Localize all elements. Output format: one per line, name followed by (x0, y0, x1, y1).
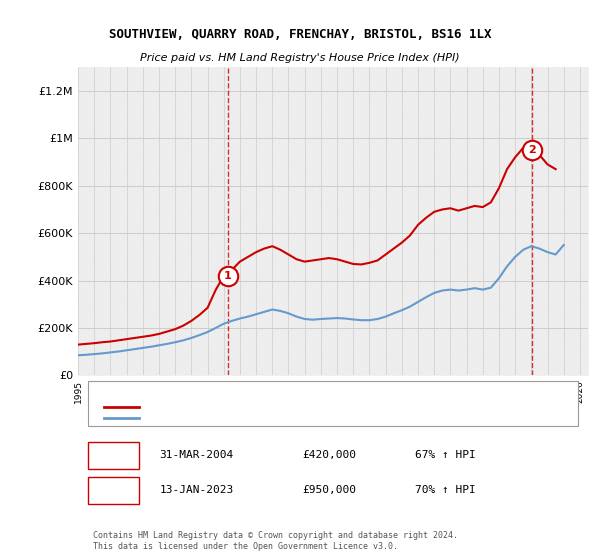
FancyBboxPatch shape (88, 381, 578, 426)
FancyBboxPatch shape (88, 442, 139, 469)
Text: Price paid vs. HM Land Registry's House Price Index (HPI): Price paid vs. HM Land Registry's House … (140, 53, 460, 63)
Text: 70% ↑ HPI: 70% ↑ HPI (415, 485, 475, 495)
Text: 67% ↑ HPI: 67% ↑ HPI (415, 450, 475, 460)
Text: 2: 2 (528, 145, 536, 155)
Text: SOUTHVIEW, QUARRY ROAD, FRENCHAY, BRISTOL, BS16 1LX (detached house): SOUTHVIEW, QUARRY ROAD, FRENCHAY, BRISTO… (147, 402, 512, 411)
Text: 2: 2 (110, 483, 118, 496)
Text: HPI: Average price, detached house, South Gloucestershire: HPI: Average price, detached house, Sout… (147, 413, 453, 422)
Text: 13-JAN-2023: 13-JAN-2023 (160, 485, 234, 495)
Text: Contains HM Land Registry data © Crown copyright and database right 2024.
This d: Contains HM Land Registry data © Crown c… (94, 531, 458, 551)
Text: £950,000: £950,000 (302, 485, 356, 495)
Text: SOUTHVIEW, QUARRY ROAD, FRENCHAY, BRISTOL, BS16 1LX: SOUTHVIEW, QUARRY ROAD, FRENCHAY, BRISTO… (109, 28, 491, 41)
Text: 31-MAR-2004: 31-MAR-2004 (160, 450, 234, 460)
Text: 1: 1 (224, 271, 232, 281)
Text: 1: 1 (110, 449, 118, 461)
FancyBboxPatch shape (88, 477, 139, 504)
Text: £420,000: £420,000 (302, 450, 356, 460)
